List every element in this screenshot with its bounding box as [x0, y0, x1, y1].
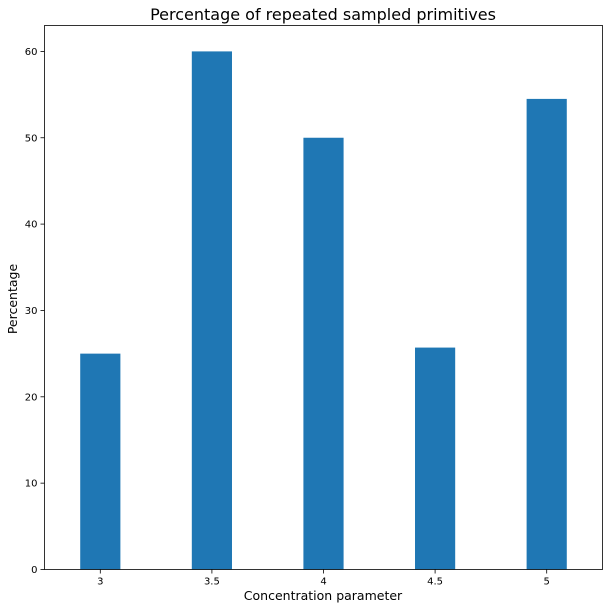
- y-tick-label: 0: [31, 565, 37, 576]
- y-tick-label: 10: [25, 479, 38, 490]
- bar-5: [526, 98, 567, 570]
- bar-4.5: [415, 347, 456, 570]
- bars: [80, 51, 567, 570]
- y-tick-label: 30: [25, 306, 38, 317]
- y-tick-label: 20: [25, 392, 38, 403]
- x-axis-ticks: 3 3.5 4 4.5 5: [97, 569, 550, 588]
- y-tick-label: 40: [25, 220, 38, 231]
- x-tick-label: 3.5: [204, 577, 220, 588]
- y-tick-label: 50: [25, 133, 38, 144]
- bar-3.5: [191, 51, 232, 570]
- y-tick-label: 60: [25, 47, 38, 58]
- x-axis-label: Concentration parameter: [244, 588, 403, 603]
- x-tick-label: 5: [544, 577, 550, 588]
- y-axis-label: Percentage: [5, 264, 20, 335]
- x-tick-label: 4: [320, 577, 326, 588]
- y-axis-ticks: 0 10 20 30 40 50 60: [25, 47, 45, 576]
- bar-4: [303, 137, 344, 570]
- x-tick-label: 3: [97, 577, 103, 588]
- chart-title: Percentage of repeated sampled primitive…: [150, 5, 496, 24]
- plot-frame: [44, 25, 603, 570]
- x-tick-label: 4.5: [427, 577, 443, 588]
- bar-3: [80, 353, 121, 570]
